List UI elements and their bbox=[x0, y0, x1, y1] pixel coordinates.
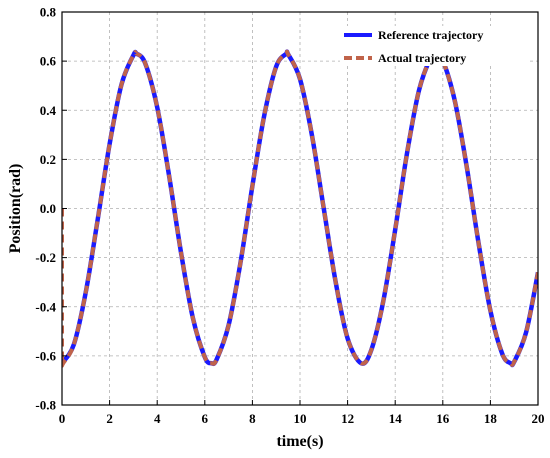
x-tick-label: 14 bbox=[389, 411, 403, 426]
y-axis-title: Position(rad) bbox=[7, 164, 24, 254]
x-tick-label: 12 bbox=[341, 411, 354, 426]
x-axis-title: time(s) bbox=[276, 433, 323, 450]
x-tick-label: 10 bbox=[294, 411, 307, 426]
series-actual-line bbox=[62, 49, 538, 368]
y-tick-label: -0.6 bbox=[35, 348, 56, 363]
y-tick-label: 0.4 bbox=[40, 103, 57, 118]
y-tick-label: 0.2 bbox=[40, 152, 56, 167]
grid bbox=[62, 12, 538, 405]
legend: Reference trajectory Actual trajectory bbox=[340, 26, 530, 66]
y-tick-label: 0.8 bbox=[40, 5, 57, 20]
x-tick-label: 16 bbox=[436, 411, 450, 426]
x-tick-label: 20 bbox=[532, 411, 545, 426]
x-tick-label: 0 bbox=[59, 411, 66, 426]
x-tick-label: 4 bbox=[154, 411, 161, 426]
y-tick-label: -0.8 bbox=[35, 398, 56, 413]
x-tick-label: 6 bbox=[202, 411, 209, 426]
x-tick-label: 2 bbox=[106, 411, 113, 426]
legend-label-actual: Actual trajectory bbox=[378, 51, 466, 65]
x-tick-label: 8 bbox=[249, 411, 256, 426]
y-tick-label: -0.4 bbox=[35, 299, 56, 314]
y-tick-label: 0.0 bbox=[40, 201, 56, 216]
legend-label-reference: Reference trajectory bbox=[378, 28, 483, 42]
x-tick-label: 18 bbox=[484, 411, 498, 426]
y-tick-label: 0.6 bbox=[40, 54, 57, 69]
ticks: 0 2 4 6 8 10 12 14 16 18 20 -0.8 -0.6 -0.4 -0.2 0.0 0.2 0… bbox=[35, 5, 544, 427]
series-layer bbox=[62, 49, 538, 368]
y-tick-label: -0.2 bbox=[35, 250, 56, 265]
